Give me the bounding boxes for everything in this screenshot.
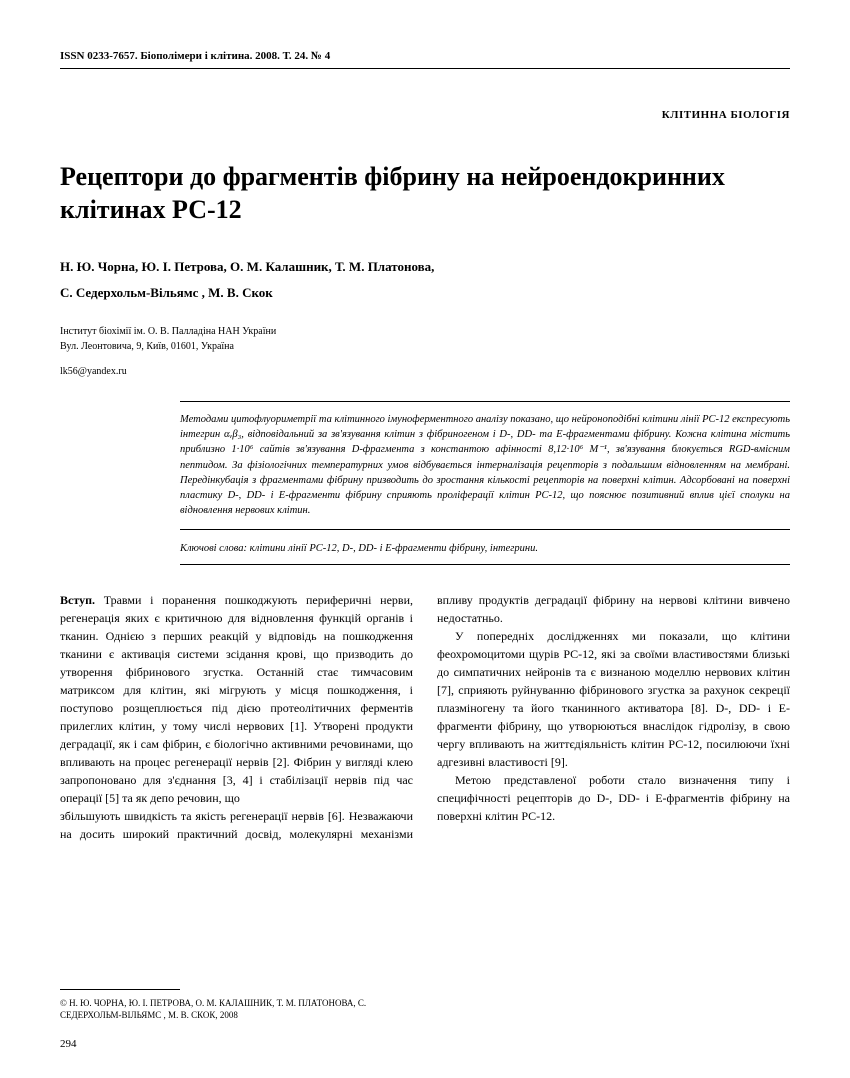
keywords-box: Ключові слова: клітини лінії РС-12, D-, … [180,536,790,566]
affiliation-line1: Інститут біохімії ім. О. В. Палладіна НА… [60,324,790,339]
journal-header: ISSN 0233-7657. Біополімери і клітина. 2… [60,50,790,69]
intro-label: Вступ. [60,593,95,607]
authors-list: Н. Ю. Чорна, Ю. І. Петрова, О. М. Калашн… [60,254,790,306]
article-title: Рецептори до фрагментів фібрину на нейро… [60,161,790,226]
contact-email: lk56@yandex.ru [60,366,790,377]
body-p3: У попередніх дослідженнях ми показали, щ… [437,627,790,771]
section-label: КЛІТИННА БІОЛОГІЯ [60,109,790,121]
abstract-box: Методами цитофлуориметрії та клітинного … [180,401,790,530]
page-number: 294 [60,1038,77,1050]
body-text: Вступ. Травми і поранення пошкоджують пе… [60,591,790,843]
body-p4: Метою представленої роботи стало визначе… [437,771,790,825]
keywords-text: Ключові слова: клітини лінії РС-12, D-, … [180,542,790,557]
affiliation-line2: Вул. Леонтовича, 9, Київ, 01601, Україна [60,339,790,354]
copyright-notice: © Н. Ю. ЧОРНА, Ю. І. ПЕТРОВА, О. М. КАЛА… [60,997,400,1022]
body-p1: Вступ. Травми і поранення пошкоджують пе… [60,591,413,807]
affiliation: Інститут біохімії ім. О. В. Палладіна НА… [60,324,790,354]
body-p1-text: Травми і поранення пошкоджують периферич… [60,593,413,805]
footer-separator [60,989,180,990]
abstract-text: Методами цитофлуориметрії та клітинного … [180,412,790,519]
